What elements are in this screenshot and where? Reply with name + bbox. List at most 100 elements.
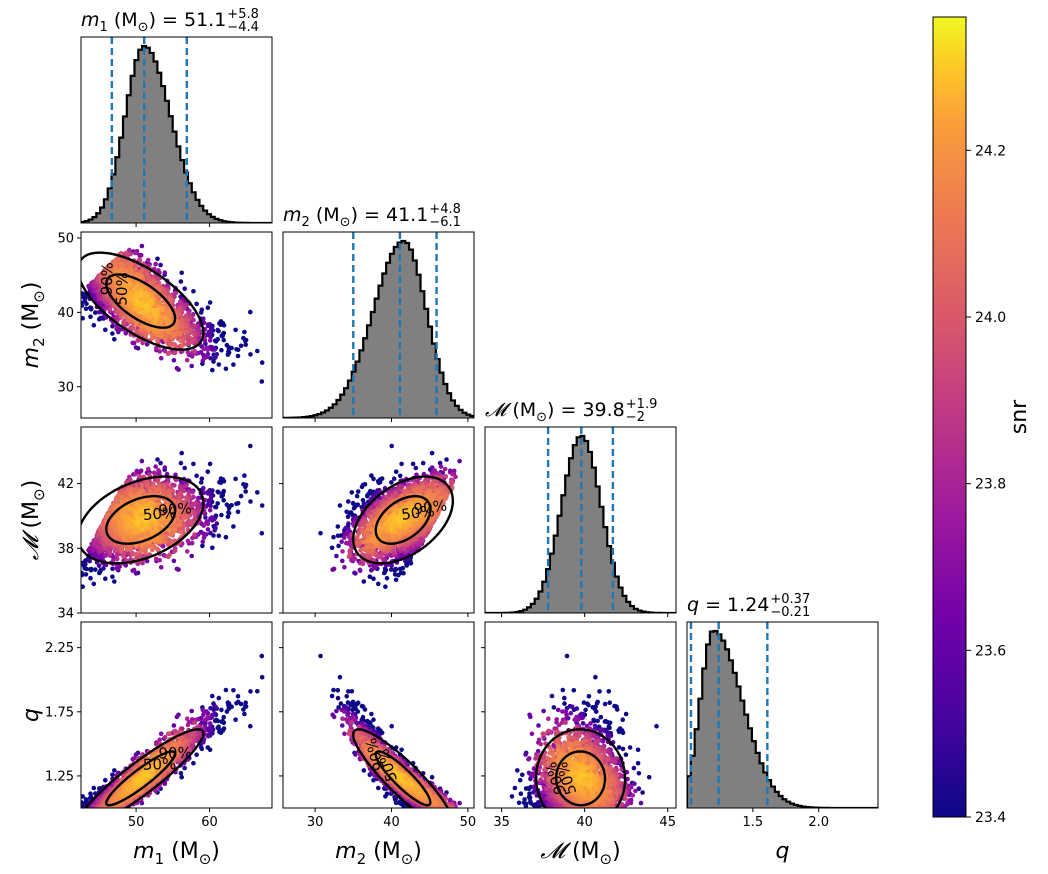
contour-label-50pct: 50% — [112, 272, 131, 306]
scatter-point — [233, 476, 238, 482]
scatter-point — [171, 358, 177, 363]
histogram-bar — [321, 412, 326, 418]
scatter-point — [128, 281, 133, 287]
scatter-point — [184, 357, 190, 363]
histogram-bar — [107, 188, 112, 223]
scatter-point — [184, 549, 190, 554]
scatter-point — [81, 300, 82, 302]
scatter-point — [205, 305, 211, 311]
scatter-point — [93, 310, 98, 315]
scatter-point — [219, 333, 224, 339]
histogram-bar — [119, 137, 124, 223]
scatter-point — [191, 289, 196, 294]
histogram-bar — [142, 46, 147, 223]
histogram-bar — [367, 325, 372, 418]
scatter-point — [91, 322, 97, 328]
histogram-bar — [405, 242, 410, 418]
scatter-point — [212, 516, 217, 522]
scatter-point — [112, 337, 117, 342]
scatter-point — [172, 332, 178, 338]
scatter-point — [137, 290, 143, 296]
scatter-point — [162, 270, 168, 276]
scatter-point — [87, 305, 93, 311]
histogram-bar — [454, 405, 460, 418]
scatter-point — [156, 468, 161, 473]
scatter-point — [183, 495, 189, 500]
scatter-point — [154, 284, 159, 290]
scatter-point — [179, 512, 185, 517]
scatter-point — [190, 503, 195, 508]
scatter-point — [149, 332, 155, 338]
histogram-bar — [409, 249, 414, 418]
histogram-bar — [157, 72, 162, 223]
scatter-point — [137, 252, 142, 258]
scatter-point — [173, 290, 179, 296]
scatter-point — [208, 503, 213, 509]
scatter-point — [117, 288, 122, 294]
histogram-bar — [218, 220, 223, 223]
scatter-point — [137, 257, 143, 262]
scatter-point — [259, 379, 265, 384]
scatter-point — [144, 558, 150, 564]
title-symbol-sub: 1 — [100, 20, 108, 35]
scatter-point — [207, 330, 213, 335]
histogram-bar — [103, 199, 109, 223]
histogram-bar — [176, 146, 181, 223]
scatter-point — [254, 490, 260, 495]
scatter-point — [235, 347, 241, 353]
scatter-point — [189, 540, 195, 546]
scatter-point — [215, 501, 220, 506]
scatter-point — [154, 338, 160, 343]
scatter-point — [248, 443, 253, 449]
scatter-point — [210, 545, 215, 551]
histogram-bar — [313, 415, 318, 418]
scatter-point — [114, 495, 119, 500]
scatter-point — [119, 313, 125, 318]
scatter-point — [110, 566, 115, 572]
histogram-bar — [111, 174, 116, 223]
histogram-m_1 — [81, 44, 272, 223]
scatter-point — [219, 347, 224, 353]
histogram-bar — [325, 410, 330, 418]
histogram-bar — [363, 338, 368, 418]
histogram-bar — [100, 207, 105, 223]
title-minus-error: −6.1 — [429, 215, 461, 230]
scatter-point — [139, 310, 145, 315]
histogram-bar — [386, 262, 391, 418]
scatter-point — [149, 544, 155, 549]
scatter-point — [172, 350, 178, 356]
scatter-point — [176, 312, 181, 318]
histogram-bar — [88, 219, 93, 223]
histogram-bar — [332, 404, 337, 418]
scatter-point — [151, 279, 156, 285]
scatter-point — [157, 557, 162, 563]
scatter-point — [174, 566, 180, 572]
contour-90pct — [81, 251, 205, 351]
scatter-point — [242, 473, 247, 478]
scatter-point — [183, 483, 188, 489]
scatter-point — [226, 503, 232, 509]
panel-title-m_2: m2 (M⊙) = 41.1 — [283, 204, 428, 230]
scatter-point — [137, 469, 142, 475]
scatter-point — [143, 549, 148, 555]
histogram-m_2 — [283, 239, 474, 418]
scatter-point — [243, 338, 248, 344]
scatter-point — [155, 256, 160, 262]
scatter-point — [243, 489, 248, 494]
scatter-point — [199, 476, 205, 482]
panel-0-0: m1 (M⊙) = 51.1 +5.8−4.4 — [80, 7, 273, 227]
scatter-point — [95, 532, 100, 537]
scatter-point — [133, 571, 139, 576]
scatter-point — [207, 461, 213, 467]
scatter-point — [242, 329, 247, 335]
scatter-point — [121, 554, 126, 560]
scatter-point — [219, 512, 224, 518]
scatter-point — [185, 341, 191, 346]
scatter-point — [167, 552, 172, 557]
scatter-point — [150, 326, 155, 332]
scatter-point — [112, 534, 118, 540]
scatter-point — [132, 286, 137, 292]
scatter-point — [81, 316, 85, 321]
